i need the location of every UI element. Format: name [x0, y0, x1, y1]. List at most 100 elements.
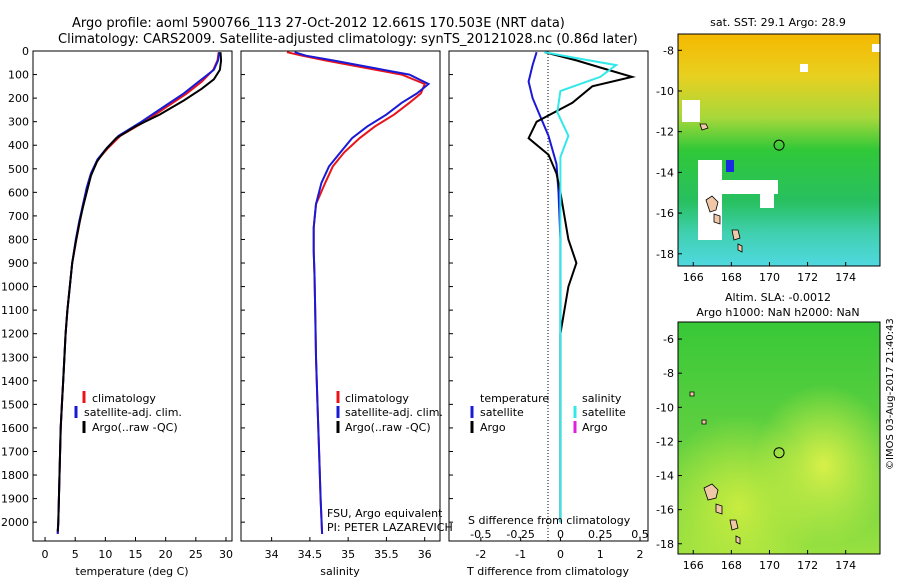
header-line-1: Argo profile: aoml 5900766_113 27-Oct-20…: [72, 16, 565, 31]
t-diff-tick-label: 1: [597, 548, 604, 561]
depth-tick-label: 500: [8, 163, 29, 176]
map-lat-tick-label: -6: [663, 333, 674, 346]
legend-sal-argo: Argo: [582, 421, 608, 434]
difference-x-axis: -2 -1 0 1 2 -0.5 -0.25 0 0.25 0.5: [470, 528, 649, 561]
salinity-panel: 34 34.5 35 35.5 36 salinity climatology sate…: [240, 50, 453, 578]
t-diff-tick-label: 0: [557, 548, 564, 561]
depth-axis: 0 100 200 300 400 500 600 700 800 900 1000 1100 1200…: [1, 45, 37, 529]
map-lat-tick-label: -8: [663, 367, 674, 380]
map-lat-tick-label: -14: [656, 470, 674, 483]
sla-map-panel: Altim. SLA: -0.0012 Argo h1000: NaN h200…: [656, 291, 881, 572]
legend-temp-satellite: satellite: [480, 406, 524, 419]
map-lon-tick-label: 170: [759, 271, 780, 284]
salinity-tick-label: 34.5: [298, 548, 323, 561]
s-diff-tick-label: 0.5: [631, 528, 649, 541]
s-diff-tick-label: 0: [557, 528, 564, 541]
salinity-tick-label: 35: [341, 548, 355, 561]
temperature-x-axis: 0 5 10 15 20 25 30: [42, 537, 233, 561]
temperature-series-argo---raw--qc-: [56, 52, 223, 532]
map-lat-tick-label: -18: [656, 538, 674, 551]
salinity-lines: [286, 51, 431, 534]
map-lon-tick-label: 174: [835, 271, 856, 284]
sla-map-title-2: Argo h1000: NaN h2000: NaN: [696, 306, 859, 319]
s-diff-tick-label: -0.25: [506, 528, 534, 541]
depth-tick-label: 2000: [1, 516, 29, 529]
difference-axes-frame: [448, 50, 649, 542]
s-diff-tick-label: -0.5: [470, 528, 491, 541]
map-lat-tick-label: -12: [656, 435, 674, 448]
map-lat-tick-label: -10: [656, 85, 674, 98]
map-lon-tick-label: 172: [797, 559, 818, 572]
map-lon-tick-label: 174: [835, 559, 856, 572]
s-diff-tick-label: 0.25: [588, 528, 613, 541]
map-lat-tick-label: -12: [656, 126, 674, 139]
map-lon-tick-label: 166: [683, 271, 704, 284]
t-diff-tick-label: -1: [515, 548, 526, 561]
legend-salinity-heading: salinity: [582, 392, 622, 405]
temperature-legend: climatology satellite-adj. clim. Argo(..…: [74, 391, 182, 434]
sla-argo-location-marker: [773, 447, 785, 459]
sla-map-title-1: Altim. SLA: -0.0012: [725, 291, 831, 304]
map-lat-tick-label: -8: [663, 44, 674, 57]
legend-climatology: climatology: [345, 392, 409, 405]
legend-satellite: satellite-adj. clim.: [84, 406, 182, 419]
temperature-tick-label: 25: [189, 548, 203, 561]
note-fsu: FSU, Argo equivalent: [327, 507, 443, 520]
map-lat-tick-label: -18: [656, 248, 674, 261]
depth-tick-label: 600: [8, 186, 29, 199]
t-diff-tick-label: 2: [637, 548, 644, 561]
depth-tick-label: 1700: [1, 445, 29, 458]
salinity-tick-label: 34: [265, 548, 279, 561]
difference-series-temperature-argo: [527, 51, 636, 523]
salinity-y-ticks: [241, 50, 245, 523]
sla-islands: [689, 391, 741, 545]
depth-tick-label: 200: [8, 92, 29, 105]
difference-series-salinity-satellite: [544, 51, 619, 523]
sst-map-title: sat. SST: 29.1 Argo: 28.9: [710, 16, 846, 29]
sla-map-frame: [677, 321, 881, 555]
temperature-tick-label: 5: [72, 548, 79, 561]
legend-temp-argo: Argo: [480, 421, 506, 434]
temperature-tick-label: 0: [42, 548, 49, 561]
depth-tick-label: 1600: [1, 422, 29, 435]
depth-tick-label: 1900: [1, 493, 29, 506]
temperature-lines: [56, 52, 223, 534]
sst-islands: [699, 123, 743, 253]
sst-argo-location-marker: [773, 139, 785, 151]
sst-map-frame: [677, 33, 881, 267]
sla-map-axes: 166 168 170 172 174 -6 -8 -10 -12 -14 -16 -18: [656, 333, 856, 572]
map-lon-tick-label: 168: [721, 559, 742, 572]
salinity-axes-frame: [240, 50, 441, 542]
depth-tick-label: 1100: [1, 304, 29, 317]
depth-tick-label: 1300: [1, 351, 29, 364]
difference-y-ticks: [449, 50, 453, 523]
depth-tick-label: 900: [8, 257, 29, 270]
salinity-xlabel: salinity: [320, 565, 360, 578]
salinity-tick-label: 35.5: [374, 548, 399, 561]
temperature-tick-label: 10: [98, 548, 112, 561]
map-lat-tick-label: -10: [656, 401, 674, 414]
sla-blob-2: [678, 322, 880, 554]
difference-legend: temperature salinity satellite Argo sate…: [470, 392, 626, 434]
depth-tick-label: 1200: [1, 328, 29, 341]
salinity-tick-label: 36: [418, 548, 432, 561]
temperature-xlabel: temperature (deg C): [75, 565, 188, 578]
depth-tick-label: 1000: [1, 281, 29, 294]
map-lat-tick-label: -16: [656, 207, 674, 220]
depth-tick-label: 0: [22, 45, 29, 58]
temperature-panel: 0100200300400500600700800900100011001200…: [1, 45, 233, 578]
difference-lines: [527, 51, 636, 523]
note-pi: PI: PETER LAZAREVICH: [327, 521, 453, 534]
map-lat-tick-label: -14: [656, 166, 674, 179]
depth-tick-label: 700: [8, 210, 29, 223]
map-lon-tick-label: 172: [797, 271, 818, 284]
temperature-axes-frame: [32, 50, 233, 542]
depth-tick-label: 1800: [1, 469, 29, 482]
difference-panel: -2 -1 0 1 2 -0.5 -0.25 0 0.25 0.5 temperature sal…: [448, 50, 649, 578]
t-diff-tick-label: -2: [475, 548, 486, 561]
map-lon-tick-label: 170: [759, 559, 780, 572]
temperature-tick-label: 15: [129, 548, 143, 561]
legend-argo: Argo(..raw -QC): [92, 421, 178, 434]
depth-tick-label: 800: [8, 233, 29, 246]
